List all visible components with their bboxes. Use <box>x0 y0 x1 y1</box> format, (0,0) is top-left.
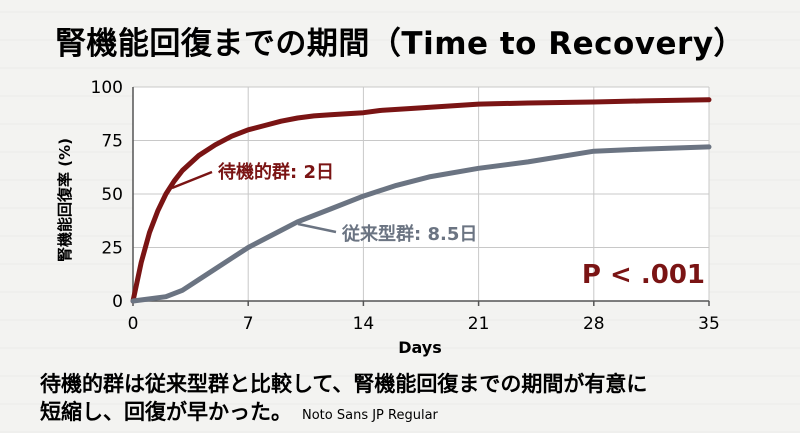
series-lines <box>130 97 712 304</box>
x-tick-label: 7 <box>243 314 254 334</box>
y-axis-label: 腎機能回復率 (%) <box>56 138 74 262</box>
p-value-annotation: P < .001 <box>582 260 705 290</box>
caption-line-2: 短縮し、回復が早かった。 Noto Sans JP Regular <box>40 398 647 430</box>
x-tick-label: 28 <box>583 314 605 334</box>
series-pointer-elective <box>171 170 213 190</box>
y-tick-label: 25 <box>101 239 123 259</box>
x-axis-label: Days <box>398 338 442 357</box>
series-pointer-conventional <box>297 222 337 234</box>
y-tick-label: 0 <box>112 292 123 312</box>
x-tick-label: 21 <box>468 314 490 334</box>
series-label-conventional: 従来型群: 8.5日 <box>341 223 477 245</box>
caption-line-2-text: 短縮し、回復が早かった。 <box>40 400 292 424</box>
y-tick-label: 50 <box>101 185 123 205</box>
grid <box>133 86 710 301</box>
chart-title: 腎機能回復までの期間（Time to Recovery） <box>54 26 746 62</box>
line-chart: 0 25 50 75 100 0 7 14 21 28 35 腎機能回復率 (%) Days 待機的… <box>56 78 720 357</box>
tick-labels: 0 25 50 75 100 0 7 14 21 28 35 <box>91 78 720 334</box>
x-tick-label: 14 <box>353 314 375 334</box>
x-tick-label: 35 <box>698 314 720 334</box>
x-tick-label: 0 <box>128 314 139 334</box>
caption: 待機的群は従来型群と比較して、腎機能回復までの期間が有意に 短縮し、回復が早かっ… <box>40 370 647 430</box>
series-line-conventional <box>130 144 712 304</box>
y-tick-label: 75 <box>101 132 123 152</box>
y-tick-label: 100 <box>91 78 123 98</box>
series-label-elective: 待機的群: 2日 <box>218 161 334 183</box>
caption-line-1: 待機的群は従来型群と比較して、腎機能回復までの期間が有意に <box>40 372 648 396</box>
font-note: Noto Sans JP Regular <box>302 408 438 423</box>
series-line-elective <box>130 97 712 304</box>
